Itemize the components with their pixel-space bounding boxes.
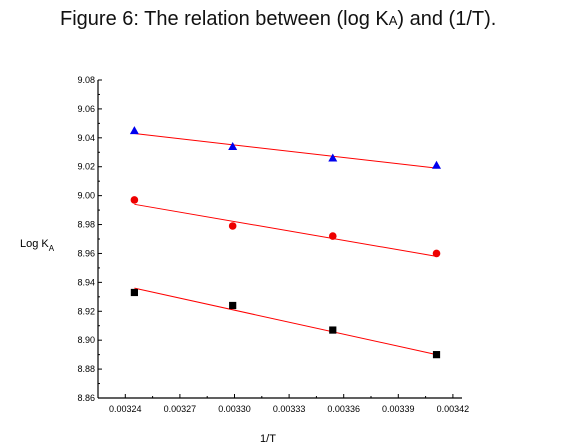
fit-lines xyxy=(134,132,437,356)
y-tick-label: 8.88 xyxy=(77,364,95,374)
figure-title: Figure 6: The relation between (log KA) … xyxy=(60,8,496,31)
y-tick-label: 8.86 xyxy=(77,393,95,403)
y-tick-label: 8.94 xyxy=(77,277,95,287)
triangle-marker xyxy=(432,160,442,169)
x-tick-label: 0.00327 xyxy=(164,404,197,414)
fit-line xyxy=(134,287,437,356)
y-axis-label-main: Log K xyxy=(20,238,49,250)
figure-title-prefix: Figure 6: The relation between (log K xyxy=(60,8,389,30)
circle-marker xyxy=(228,222,237,230)
triangle-marker xyxy=(129,126,139,135)
y-tick-label: 9.00 xyxy=(77,191,95,201)
x-tick-label: 0.00324 xyxy=(109,404,142,414)
y-axis-label-subscript: A xyxy=(49,244,55,253)
triangle-marker xyxy=(328,153,338,162)
fit-line xyxy=(134,132,437,169)
y-tick-label: 9.08 xyxy=(77,75,95,85)
figure-title-subscript: A xyxy=(388,13,398,28)
circle-marker xyxy=(328,232,337,240)
figure-title-suffix: ) and (1/T). xyxy=(397,8,497,30)
x-tick-label: 0.00339 xyxy=(382,404,415,414)
x-axis-label: 1/T xyxy=(260,433,276,445)
data-points xyxy=(129,126,442,359)
square-marker xyxy=(229,301,237,310)
x-tick-label: 0.00333 xyxy=(273,404,306,414)
y-tick-label: 8.98 xyxy=(77,220,95,230)
square-marker xyxy=(329,326,337,334)
y-tick-label: 9.04 xyxy=(77,133,95,143)
y-tick-label: 9.06 xyxy=(77,104,95,114)
square-marker xyxy=(130,288,138,297)
y-axis-label: Log KA xyxy=(20,238,55,253)
x-tick-label: 0.00330 xyxy=(218,404,251,414)
fit-line xyxy=(134,203,437,257)
x-tick-label: 0.00342 xyxy=(437,404,470,414)
circle-marker xyxy=(130,196,139,204)
x-tick-label: 0.00336 xyxy=(327,404,360,414)
y-tick-label: 8.96 xyxy=(77,248,95,258)
y-tick-label: 8.90 xyxy=(77,335,95,345)
y-tick-label: 8.92 xyxy=(77,306,95,316)
y-tick-label: 9.02 xyxy=(77,162,95,172)
circle-marker xyxy=(432,249,441,258)
chart-axes: 8.86 8.88 8.90 8.92 8.94 8.96 8.98 9.00 9.02 9.04… xyxy=(77,75,469,414)
square-marker xyxy=(432,351,441,359)
triangle-marker xyxy=(228,141,238,150)
